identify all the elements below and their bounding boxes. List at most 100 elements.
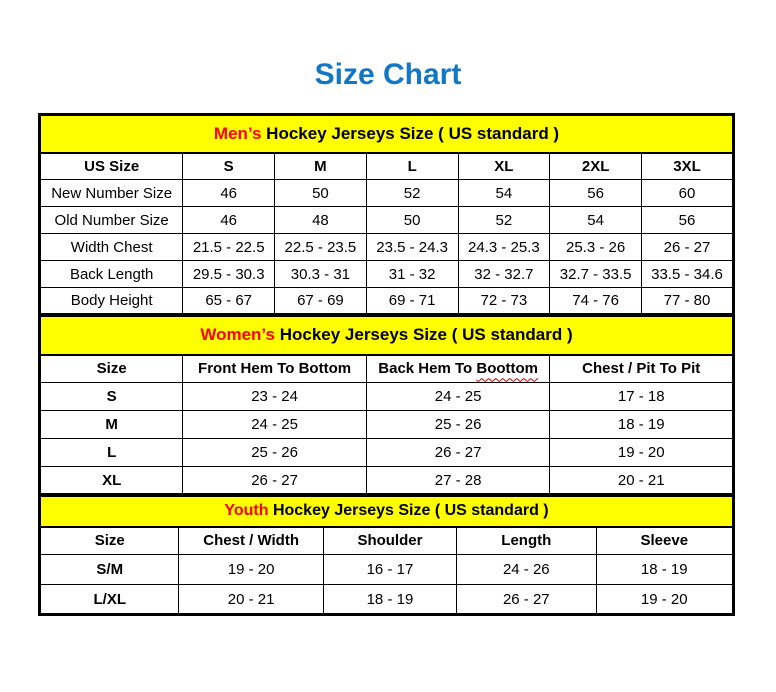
womens-size-table: Women’s Hockey Jerseys Size ( US standar… [38,316,735,496]
table-row: Old Number Size 46 48 50 52 54 56 [38,206,735,234]
size-value-cell: 21.5 - 22.5 [182,233,276,261]
size-chart-tables: Men’s Hockey Jerseys Size ( US standard … [38,113,735,616]
table-row: Back Length 29.5 - 30.3 30.3 - 31 31 - 32 32… [38,260,735,288]
size-value-cell: 22.5 - 23.5 [274,233,367,261]
table-row: M 24 - 25 25 - 26 18 - 19 [38,410,734,439]
mens-banner: Men’s Hockey Jerseys Size ( US standard … [39,114,734,154]
row-label: L [38,438,184,467]
row-label: L/XL [38,584,180,615]
column-header: Front Hem To Bottom [182,354,367,383]
youth-banner-cell: Youth Hockey Jerseys Size ( US standard … [39,496,734,528]
column-header: Chest / Width [178,526,324,555]
womens-header-row: Size Front Hem To Bottom Back Hem To Boott… [38,354,734,383]
size-value-cell: 25.3 - 26 [549,233,642,261]
row-label: New Number Size [38,179,184,207]
banner-text: Hockey Jerseys Size ( US standard ) [268,502,549,520]
column-header: 3XL [640,152,735,180]
youth-banner: Youth Hockey Jerseys Size ( US standard … [39,496,734,528]
row-label: Body Height [38,287,184,315]
size-value-cell: 52 [365,179,459,207]
size-value-cell: 77 - 80 [640,287,735,315]
womens-banner: Women’s Hockey Jerseys Size ( US standar… [39,316,734,356]
size-value-cell: 24.3 - 25.3 [457,233,551,261]
size-value-cell: 19 - 20 [549,438,734,467]
column-header: S [182,152,276,180]
size-value-cell: 48 [274,206,367,234]
size-value-cell: 33.5 - 34.6 [640,260,735,288]
size-value-cell: 23.5 - 24.3 [365,233,459,261]
size-value-cell: 30.3 - 31 [274,260,367,288]
size-value-cell: 24 - 25 [182,410,367,439]
mens-size-table: Men’s Hockey Jerseys Size ( US standard … [38,113,735,316]
size-value-cell: 29.5 - 30.3 [182,260,276,288]
size-value-cell: 26 - 27 [365,438,551,467]
mens-banner-cell: Men’s Hockey Jerseys Size ( US standard … [39,114,734,154]
size-value-cell: 20 - 21 [178,584,324,615]
table-row: XL 26 - 27 27 - 28 20 - 21 [38,466,734,495]
misspelled-word: Boottom [476,360,539,378]
size-value-cell: 32 - 32.7 [457,260,551,288]
size-value-cell: 74 - 76 [549,287,642,315]
column-header: Size [38,526,180,555]
youth-header-row: Size Chest / Width Shoulder Length Sleeve [38,526,735,555]
table-row: S/M 19 - 20 16 - 17 24 - 26 18 - 19 [38,554,735,585]
column-header: Chest / Pit To Pit [549,354,734,383]
column-header: US Size [38,152,184,180]
column-header: Shoulder [322,526,458,555]
size-value-cell: 54 [457,179,551,207]
size-value-cell: 26 - 27 [640,233,735,261]
womens-rows: S 23 - 24 24 - 25 17 - 18 M 24 - 25 25 - 26 18 … [38,382,734,495]
column-header: Length [456,526,597,555]
size-value-cell: 67 - 69 [274,287,367,315]
size-value-cell: 25 - 26 [365,410,551,439]
size-value-cell: 24 - 25 [365,382,551,411]
row-label: S/M [38,554,180,585]
table-row: L 25 - 26 26 - 27 19 - 20 [38,438,734,467]
table-row: Body Height 65 - 67 67 - 69 69 - 71 72 - 73 7… [38,287,735,315]
row-label: Old Number Size [38,206,184,234]
table-row: New Number Size 46 50 52 54 56 60 [38,179,735,207]
size-value-cell: 52 [457,206,551,234]
table-row: L/XL 20 - 21 18 - 19 26 - 27 19 - 20 [38,584,735,615]
column-header: Sleeve [595,526,735,555]
column-header: Size [38,354,184,383]
size-value-cell: 72 - 73 [457,287,551,315]
size-value-cell: 20 - 21 [549,466,734,495]
mens-rows: New Number Size 46 50 52 54 56 60 Old Number Si… [38,179,735,315]
table-row: S 23 - 24 24 - 25 17 - 18 [38,382,734,411]
size-value-cell: 18 - 19 [549,410,734,439]
size-value-cell: 25 - 26 [182,438,367,467]
size-value-cell: 46 [182,206,276,234]
size-value-cell: 50 [274,179,367,207]
banner-text: Hockey Jerseys Size ( US standard ) [261,123,560,143]
youth-rows: S/M 19 - 20 16 - 17 24 - 26 18 - 19 L/XL 20 - … [38,554,735,615]
size-value-cell: 32.7 - 33.5 [549,260,642,288]
size-value-cell: 24 - 26 [456,554,597,585]
column-header: Back Hem To Boottom [365,354,551,383]
size-value-cell: 31 - 32 [365,260,459,288]
size-value-cell: 18 - 19 [595,554,735,585]
banner-text: Hockey Jerseys Size ( US standard ) [274,325,573,345]
size-value-cell: 19 - 20 [595,584,735,615]
size-value-cell: 56 [549,179,642,207]
size-value-cell: 54 [549,206,642,234]
size-value-cell: 27 - 28 [365,466,551,495]
size-value-cell: 26 - 27 [182,466,367,495]
size-value-cell: 50 [365,206,459,234]
banner-highlight: Youth [224,502,269,520]
size-value-cell: 16 - 17 [322,554,458,585]
page-title: Size Chart [314,58,462,91]
banner-highlight: Women’s [200,325,275,345]
row-label: M [38,410,184,439]
row-label: Back Length [38,260,184,288]
size-value-cell: 65 - 67 [182,287,276,315]
banner-highlight: Men’s [213,123,262,143]
row-label: S [38,382,184,411]
womens-banner-cell: Women’s Hockey Jerseys Size ( US standar… [39,316,734,356]
size-value-cell: 19 - 20 [178,554,324,585]
youth-size-table: Youth Hockey Jerseys Size ( US standard … [38,496,735,616]
column-header: M [274,152,367,180]
row-label: XL [38,466,184,495]
size-value-cell: 60 [640,179,735,207]
size-value-cell: 56 [640,206,735,234]
